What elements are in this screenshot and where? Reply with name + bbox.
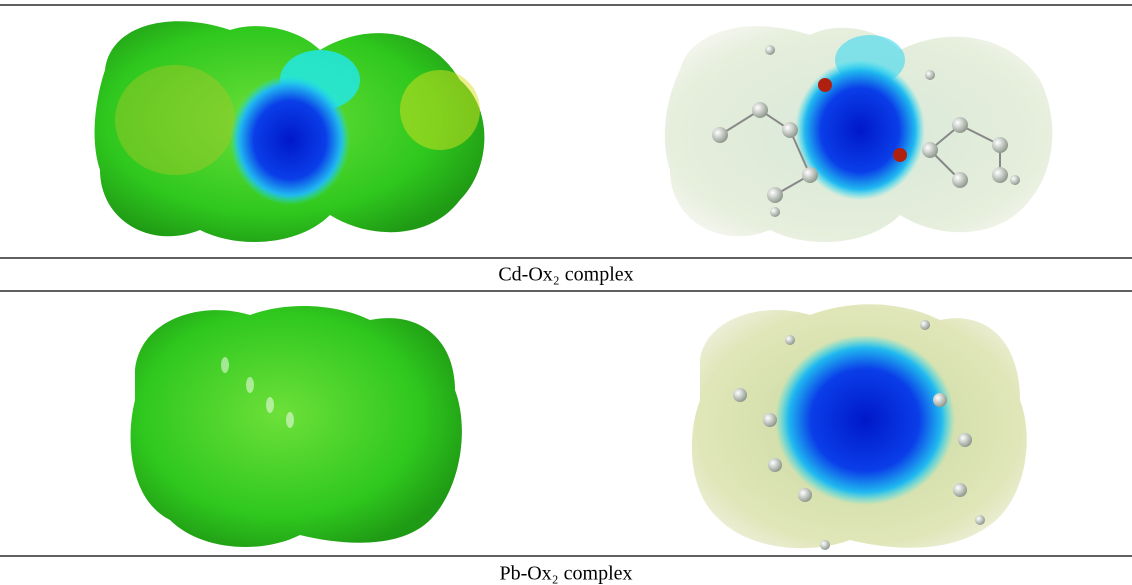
- mep-surface: [131, 306, 462, 547]
- page: {"figure": {"rows": [{"caption": "Cd-Ox₂…: [0, 0, 1132, 585]
- figure-table: Cd-Ox₂ complex Pb-Ox₂ complex: [0, 0, 1132, 585]
- mep-surface: [95, 21, 485, 242]
- mep-surface-transparent: [665, 26, 1053, 242]
- caption: Pb-Ox₂ complex: [499, 563, 632, 585]
- caption: Cd-Ox₂ complex: [498, 264, 633, 286]
- mep-surface-transparent: [692, 304, 1027, 550]
